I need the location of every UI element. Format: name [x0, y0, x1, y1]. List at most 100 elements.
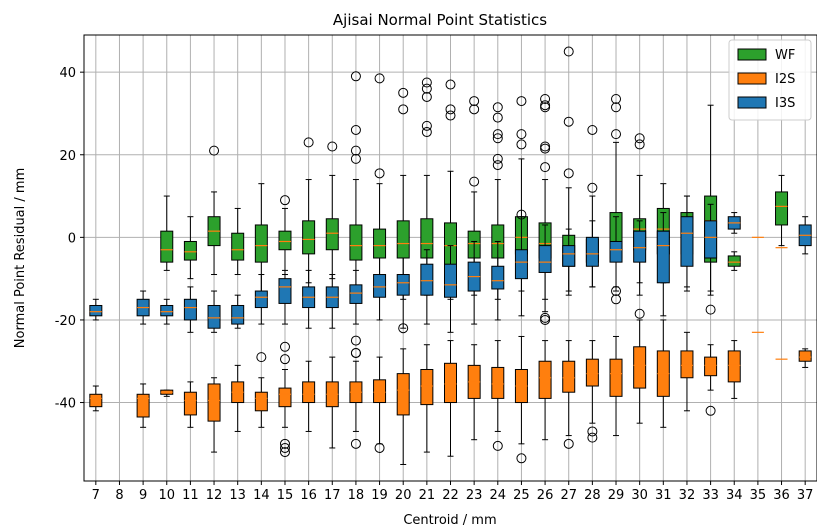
box-i2s	[136, 383, 150, 428]
box-i2s	[538, 340, 552, 441]
y-axis-label: Normal Point Residual / mm	[13, 168, 28, 348]
boxes-layer	[89, 46, 812, 465]
x-tick-label: 9	[139, 488, 147, 503]
outlier-point	[611, 94, 622, 105]
box-i2s	[89, 385, 103, 412]
box-i2s	[680, 331, 694, 412]
outlier-point	[634, 139, 645, 150]
box-iqr	[136, 393, 150, 418]
chart-title: Ajisai Normal Point Statistics	[333, 11, 547, 29]
box-iqr	[160, 304, 174, 317]
box-wf	[231, 207, 245, 276]
x-tick-label: 29	[608, 488, 625, 503]
outlier-point	[516, 453, 527, 464]
box-i3s	[562, 228, 576, 292]
x-tick-label: 34	[726, 488, 743, 503]
box-iqr	[325, 218, 339, 251]
x-tick-label: 21	[419, 488, 436, 503]
y-tick-label: 40	[59, 66, 76, 81]
outlier-point	[327, 141, 338, 152]
outlier-point	[492, 133, 503, 144]
x-axis-label: Centroid / mm	[403, 513, 496, 528]
box-iqr	[538, 245, 552, 273]
outlier-point	[445, 110, 456, 121]
box-iqr	[160, 230, 174, 263]
box-iqr	[183, 240, 197, 261]
box-i2s	[704, 344, 718, 416]
outlier-point	[256, 352, 267, 363]
box-iqr	[609, 240, 623, 263]
box-i2s	[656, 319, 670, 428]
outlier-point	[421, 77, 432, 88]
box-iqr	[633, 346, 647, 389]
box-iqr	[562, 360, 576, 393]
box-wf	[349, 71, 363, 288]
outlier-point	[492, 112, 503, 123]
legend: WF I2S I3S	[728, 39, 812, 121]
outlier-point	[634, 308, 645, 319]
box-i3s	[373, 257, 387, 321]
x-tick-label: 19	[371, 488, 388, 503]
y-tick-label: -40	[55, 397, 76, 412]
outlier-point	[492, 129, 503, 140]
x-tick-label: 15	[277, 488, 294, 503]
box-iqr	[727, 255, 741, 267]
box-iqr	[514, 249, 528, 280]
box-wf	[207, 145, 221, 276]
box-i2s	[562, 340, 576, 449]
box-i3s	[396, 257, 410, 334]
box-i3s	[136, 290, 150, 325]
legend-label: I2S	[775, 72, 795, 87]
x-tick-label: 20	[395, 488, 412, 503]
outlier-point	[279, 447, 290, 458]
box-iqr	[420, 263, 434, 296]
box-iqr	[89, 393, 103, 408]
outlier-point	[350, 71, 361, 82]
legend-swatch	[737, 96, 767, 109]
x-tick-label: 25	[513, 488, 530, 503]
outlier-point	[516, 139, 527, 150]
plot-frame	[83, 34, 817, 482]
box-i2s	[420, 344, 434, 453]
box-iqr	[89, 304, 103, 317]
outlier-point	[469, 104, 480, 115]
y-tick-label: -20	[55, 314, 76, 329]
outlier-point	[350, 335, 361, 346]
y-tick-label: 20	[59, 149, 76, 164]
box-i2s	[491, 340, 505, 451]
box-i3s	[727, 212, 741, 234]
box-i3s	[420, 249, 434, 325]
outlier-point	[611, 294, 622, 305]
box-iqr	[207, 304, 221, 329]
box-i2s	[183, 381, 197, 428]
box-i2s	[349, 335, 363, 449]
box-i2s	[207, 377, 221, 453]
box-i3s	[680, 195, 694, 292]
outlier-point	[374, 73, 385, 84]
outlier-point	[421, 91, 432, 102]
box-iqr	[680, 216, 694, 267]
x-tick-label: 17	[324, 488, 341, 503]
box-i3s	[89, 298, 103, 321]
box-i3s	[514, 216, 528, 317]
box-wf	[775, 174, 789, 247]
outlier-point	[492, 160, 503, 171]
outlier-point	[563, 46, 574, 57]
box-i3s	[609, 216, 623, 305]
box-iqr	[254, 290, 268, 309]
outlier-point	[421, 83, 432, 94]
x-tick-label: 27	[560, 488, 577, 503]
x-tick-label: 12	[206, 488, 223, 503]
x-tick-label: 14	[253, 488, 270, 503]
outlier-point	[398, 87, 409, 98]
box-i3s	[183, 286, 197, 333]
outlier-point	[540, 162, 551, 173]
box-i3s	[585, 220, 599, 288]
box-iqr	[396, 220, 410, 259]
box-iqr	[775, 191, 789, 226]
box-i3s	[798, 216, 812, 255]
outlier-point	[492, 102, 503, 113]
outlier-point	[611, 102, 622, 113]
outlier-point	[350, 145, 361, 156]
